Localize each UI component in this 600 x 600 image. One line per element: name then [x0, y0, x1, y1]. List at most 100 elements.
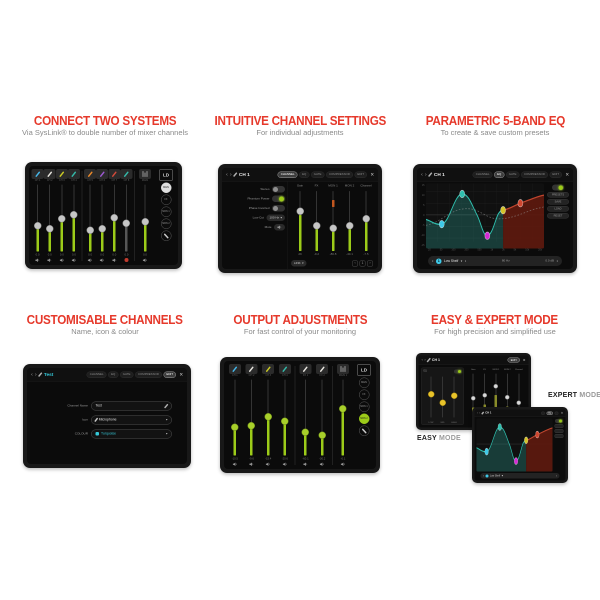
edit-pencil-icon[interactable]	[481, 411, 485, 415]
tab-edit[interactable]: EDIT	[163, 371, 176, 378]
prev-band-button[interactable]: ‹	[483, 474, 484, 478]
fader-knob[interactable]	[505, 395, 510, 400]
tab-compressor[interactable]: COMPRESSOR	[134, 371, 162, 378]
mode-pill[interactable]: EASY	[507, 357, 520, 363]
channel-icon[interactable]	[245, 364, 258, 374]
link-dropdown[interactable]: LINK ▾	[291, 260, 307, 267]
eq-node-high-shelf[interactable]	[535, 430, 540, 439]
bus-main-button[interactable]: MAIN	[358, 377, 370, 388]
tab-eq[interactable]: EQ	[299, 171, 310, 178]
fader-knob[interactable]	[296, 207, 304, 215]
save-button[interactable]: SAVE	[547, 199, 569, 205]
tab-eq[interactable]: EQ	[494, 171, 505, 178]
mute-speaker-icon[interactable]	[71, 257, 76, 263]
lowcut-dropdown[interactable]: 100 Hz ▾	[266, 214, 285, 221]
eq-node-peak-3[interactable]	[524, 436, 529, 444]
fader-knob[interactable]	[301, 428, 310, 436]
channel-icon[interactable]	[43, 169, 56, 179]
next-band-button[interactable]: ›	[556, 474, 557, 478]
tab-channel[interactable]: CHANNEL	[472, 171, 493, 178]
eq-node-peak-1[interactable]	[459, 189, 465, 199]
fader-knob[interactable]	[70, 211, 78, 219]
mid-knob[interactable]	[439, 399, 446, 407]
tab-channel[interactable]: CHANNEL	[277, 171, 298, 178]
channel-icon[interactable]	[228, 364, 241, 374]
fx-icon-tile[interactable]	[316, 364, 329, 374]
sax-icon[interactable]	[262, 364, 275, 374]
next-channel-button[interactable]: ›	[34, 371, 37, 378]
fader-knob[interactable]	[281, 417, 289, 425]
channel-fader[interactable]	[227, 379, 243, 457]
load-button[interactable]: LOAD	[547, 206, 569, 212]
prev-channel-button[interactable]: ‹	[31, 371, 33, 378]
mute-speaker-icon[interactable]	[249, 461, 254, 467]
tab-edit[interactable]: EDIT	[354, 171, 367, 178]
eq-node-high-shelf[interactable]	[517, 199, 524, 208]
prev-channel-button[interactable]: ‹	[421, 357, 423, 362]
fader-knob[interactable]	[247, 422, 256, 430]
mute-speaker-icon[interactable]	[320, 461, 325, 467]
channel-icon[interactable]	[31, 169, 44, 179]
close-icon[interactable]: ×	[179, 371, 183, 378]
colour-dropdown[interactable]: Turquoise ▾	[91, 429, 172, 439]
eq-node-peak-2[interactable]	[484, 231, 491, 240]
mute-speaker-icon[interactable]	[112, 257, 117, 263]
main-fader[interactable]	[137, 184, 153, 253]
mon1-fader[interactable]	[327, 190, 340, 252]
mute-active-indicator[interactable]	[124, 257, 129, 263]
close-icon[interactable]: ×	[370, 171, 374, 178]
fader-knob[interactable]	[98, 224, 106, 233]
channel-icon[interactable]	[120, 169, 133, 179]
mon2-fader[interactable]	[343, 190, 356, 252]
settings-wrench-button[interactable]	[358, 425, 370, 436]
fader-knob[interactable]	[110, 213, 119, 222]
reset-button[interactable]: RESET	[547, 213, 569, 219]
presets-button[interactable]	[554, 424, 564, 428]
channel-icon[interactable]	[96, 169, 109, 179]
tab-pill[interactable]	[554, 411, 559, 415]
icon-dropdown[interactable]: Microphone ▾	[91, 415, 172, 425]
tab-edit[interactable]: EDIT	[549, 171, 562, 178]
fx-fader[interactable]	[310, 190, 323, 252]
fader-knob[interactable]	[86, 226, 94, 234]
mute-speaker-icon[interactable]	[282, 461, 287, 467]
fader-knob[interactable]	[482, 393, 487, 398]
mid-knob-track[interactable]: MID	[439, 376, 446, 424]
channel-fader[interactable]	[277, 379, 293, 457]
fader-knob[interactable]	[264, 412, 272, 421]
eq-enable-toggle[interactable]	[555, 419, 563, 423]
channel-fader[interactable]	[314, 379, 330, 457]
channel-fader[interactable]	[360, 190, 373, 252]
mute-speaker-icon[interactable]	[340, 461, 345, 467]
next-channel-button[interactable]: ›	[424, 171, 427, 178]
next-band-button[interactable]: ›	[464, 258, 467, 264]
tab-compressor[interactable]: COMPRESSOR	[325, 171, 353, 178]
close-icon[interactable]: ×	[560, 411, 563, 415]
bus-mon2-button[interactable]: MON 2	[160, 218, 172, 229]
channel-fader[interactable]	[56, 184, 67, 253]
next-channel-button[interactable]: ›	[229, 171, 232, 178]
band-number-badge[interactable]: 1	[436, 258, 442, 264]
channel-fader[interactable]	[85, 184, 96, 253]
eq-node-low-shelf[interactable]	[484, 447, 489, 456]
prev-channel-button[interactable]: ‹	[477, 411, 478, 415]
mute-speaker-icon[interactable]	[100, 257, 105, 263]
bus-mon2-button[interactable]: MON 2	[358, 413, 370, 424]
eq-curve-plot[interactable]	[476, 418, 553, 472]
mute-speaker-icon[interactable]	[35, 257, 40, 263]
low-knob[interactable]	[427, 390, 435, 398]
next-channel-button[interactable]: ›	[424, 357, 426, 362]
mute-speaker-icon[interactable]	[47, 257, 52, 263]
fader-knob[interactable]	[312, 222, 321, 230]
eq-node-peak-2[interactable]	[514, 457, 518, 465]
channel-icon[interactable]	[108, 169, 121, 179]
fader-knob[interactable]	[231, 423, 239, 432]
mute-button[interactable]	[274, 224, 285, 231]
tab-pill[interactable]	[540, 411, 545, 415]
band-number-badge[interactable]	[485, 474, 489, 478]
eq-enable-toggle[interactable]	[454, 369, 462, 374]
mute-speaker-icon[interactable]	[59, 257, 64, 263]
fader-knob[interactable]	[33, 222, 42, 230]
main-icon[interactable]	[336, 364, 349, 374]
phantom-toggle[interactable]	[272, 195, 285, 202]
